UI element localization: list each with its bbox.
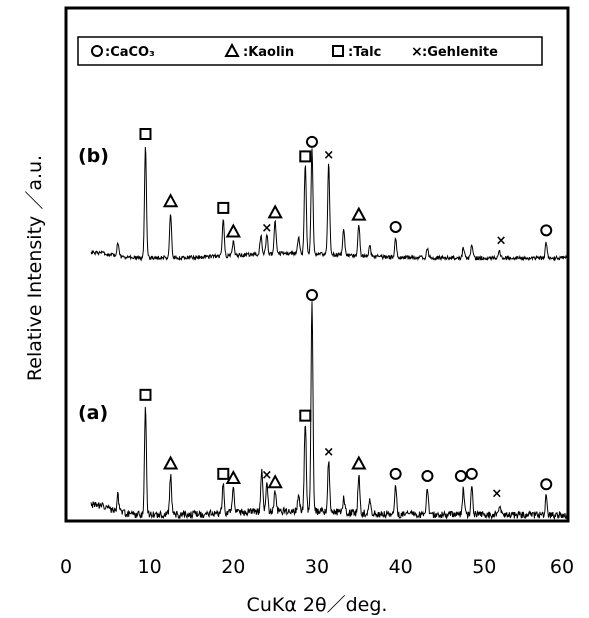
y-axis-label: Relative Intensity ／a.u. xyxy=(24,155,46,381)
peak-marker-triangle xyxy=(162,455,179,470)
peak-marker-cross: × xyxy=(323,148,334,163)
peak-marker-circle xyxy=(305,135,318,148)
legend-label-gehlenite: :Gehlenite xyxy=(422,45,498,60)
x-tick-label: 0 xyxy=(60,556,72,578)
series-label-a: (a) xyxy=(78,402,108,424)
peak-marker-triangle xyxy=(225,469,242,485)
peak-marker-triangle xyxy=(225,223,242,238)
series-line xyxy=(90,301,568,520)
x-tick-label: 20 xyxy=(221,556,245,578)
legend-circle-icon xyxy=(91,45,103,57)
x-tick-label: 40 xyxy=(389,556,413,578)
peak-marker-square xyxy=(139,388,152,401)
legend: :CaCO₃ :Kaolin :Talc × :Gehlenite xyxy=(77,36,543,66)
legend-label-caco3: :CaCO₃ xyxy=(105,45,155,60)
plot-frame xyxy=(64,6,570,523)
peak-marker-circle xyxy=(540,224,553,237)
peak-marker-cross: × xyxy=(496,233,507,248)
peak-marker-square xyxy=(299,409,312,422)
peak-marker-triangle xyxy=(351,455,367,470)
peak-marker-triangle xyxy=(351,206,367,221)
peak-marker-circle xyxy=(421,469,434,482)
series-label-b: (b) xyxy=(78,145,109,167)
legend-label-kaolin: :Kaolin xyxy=(243,45,294,60)
peak-marker-cross: × xyxy=(261,468,272,483)
peak-marker-square xyxy=(139,128,152,140)
x-tick-label: 50 xyxy=(472,556,496,578)
peak-marker-cross: × xyxy=(261,221,272,236)
x-tick-label: 10 xyxy=(138,556,162,578)
peak-marker-circle xyxy=(454,469,467,482)
legend-triangle-icon xyxy=(224,42,240,57)
peak-marker-triangle xyxy=(267,474,283,489)
peak-marker-circle xyxy=(305,289,318,301)
peak-marker-square xyxy=(217,201,230,214)
peak-marker-circle xyxy=(389,220,402,233)
legend-box xyxy=(77,36,543,66)
series-line xyxy=(90,147,568,262)
x-tick-label: 30 xyxy=(305,556,329,578)
peak-marker-square xyxy=(299,150,312,163)
peak-marker-cross: × xyxy=(491,487,502,502)
peak-marker-triangle xyxy=(267,204,283,219)
legend-label-talc: :Talc xyxy=(348,45,381,60)
legend-cross-icon: × xyxy=(411,44,423,60)
peak-marker-circle xyxy=(465,467,478,480)
x-tick-labels: 0 10 20 30 40 50 60 xyxy=(60,556,574,578)
legend-square-icon xyxy=(332,45,344,57)
x-axis-label: CuKα 2θ／deg. xyxy=(247,594,388,616)
peak-marker-cross: × xyxy=(323,445,334,460)
peak-marker-circle xyxy=(540,478,553,491)
plot-series: × × × × × × xyxy=(90,128,568,520)
peak-marker-square xyxy=(217,467,230,480)
peak-marker-circle xyxy=(389,467,402,480)
peak-marker-triangle xyxy=(162,193,179,208)
x-tick-label: 60 xyxy=(550,556,574,578)
